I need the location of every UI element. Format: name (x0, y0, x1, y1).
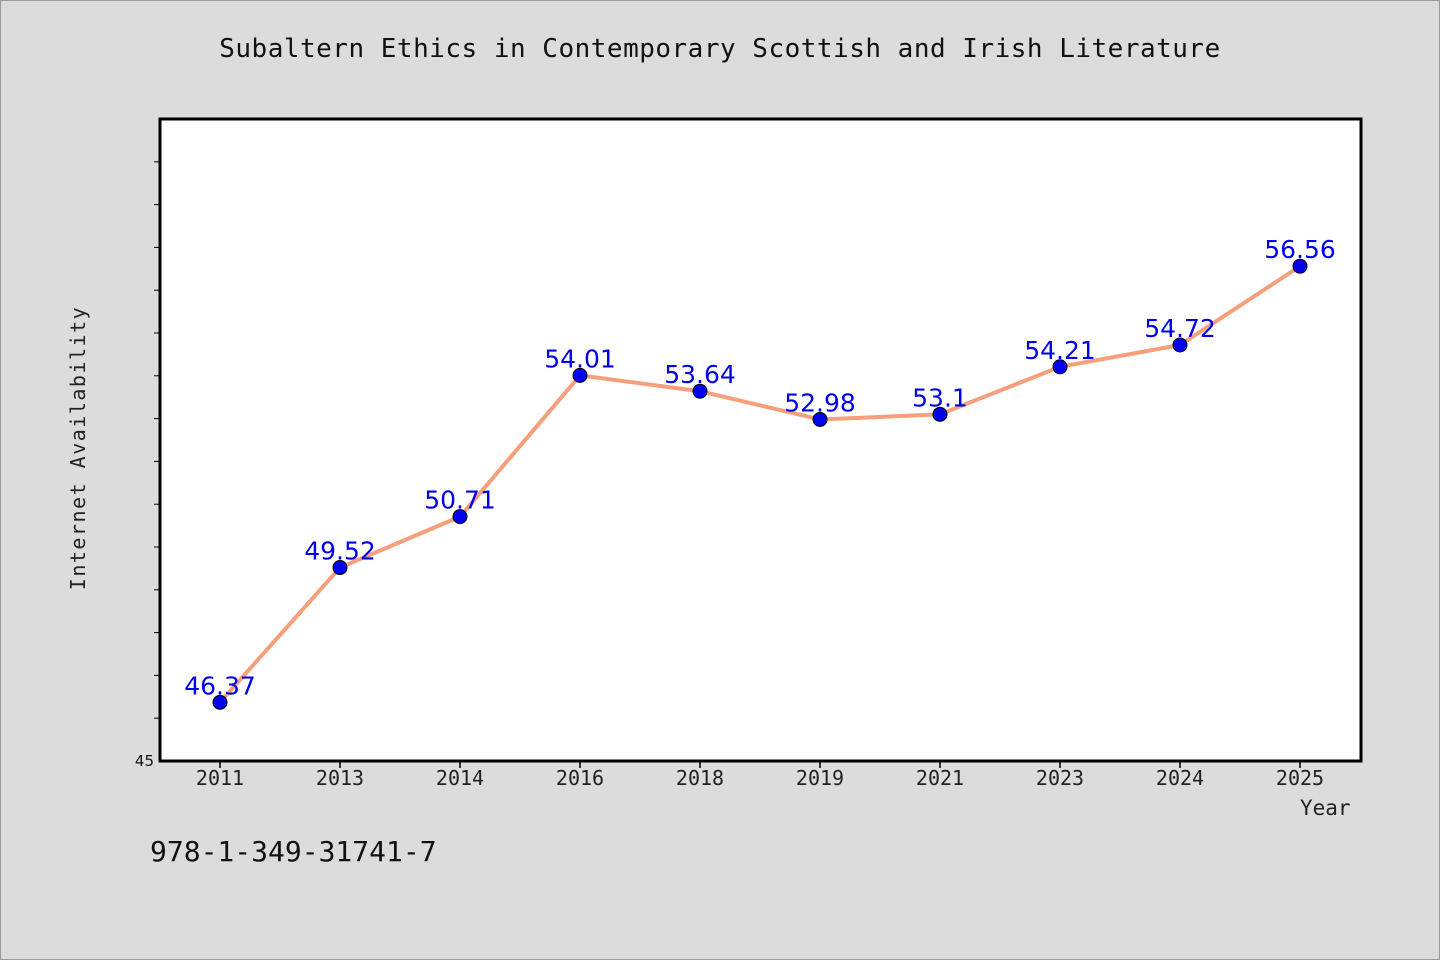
data-point (812, 411, 828, 427)
data-label: 54.01 (544, 344, 616, 373)
x-tick-label: 2025 (1276, 766, 1324, 790)
data-label: 56.56 (1264, 235, 1336, 264)
x-tick-label: 2018 (676, 766, 724, 790)
x-tick-label: 2016 (556, 766, 604, 790)
x-tick-label: 2013 (316, 766, 364, 790)
data-markers (212, 258, 1308, 710)
data-label: 53.1 (912, 383, 968, 412)
x-tick-label: 2023 (1036, 766, 1084, 790)
x-tick-label: 2011 (196, 766, 244, 790)
data-point (1292, 258, 1308, 274)
y-axis-ticks: 45 (135, 161, 160, 770)
x-tick-label: 2014 (436, 766, 484, 790)
series-line (218, 264, 1302, 705)
data-label: 54.72 (1144, 314, 1216, 343)
data-label: 50.71 (424, 486, 496, 515)
data-point (332, 560, 348, 576)
data-point (212, 694, 228, 710)
data-label: 53.64 (664, 360, 736, 389)
y-tick-label: 45 (135, 752, 154, 770)
data-label: 52.98 (784, 388, 856, 417)
x-axis-label: Year (1300, 796, 1351, 820)
data-point (692, 383, 708, 399)
x-tick-label: 2019 (796, 766, 844, 790)
x-axis-ticks: 2011 2013 2014 2016 2018 2019 2021 2023 2024 2025 (196, 761, 1324, 790)
data-point (572, 367, 588, 383)
data-point (1052, 359, 1068, 375)
data-point (452, 509, 468, 525)
x-tick-label: 2024 (1156, 766, 1204, 790)
isbn-footnote: 978-1-349-31741-7 (150, 835, 437, 868)
data-label: 49.52 (304, 537, 376, 566)
data-label: 54.21 (1024, 336, 1096, 365)
data-label: 46.37 (184, 671, 256, 700)
data-point (932, 406, 948, 422)
plot-area (158, 117, 1363, 763)
x-tick-label: 2021 (916, 766, 964, 790)
chart-title: Subaltern Ethics in Contemporary Scottis… (219, 34, 1221, 64)
data-labels: 46.37 49.52 50.71 54.01 53.64 52.98 53.1 54.21 5… (184, 235, 1336, 700)
data-point (1172, 337, 1188, 353)
